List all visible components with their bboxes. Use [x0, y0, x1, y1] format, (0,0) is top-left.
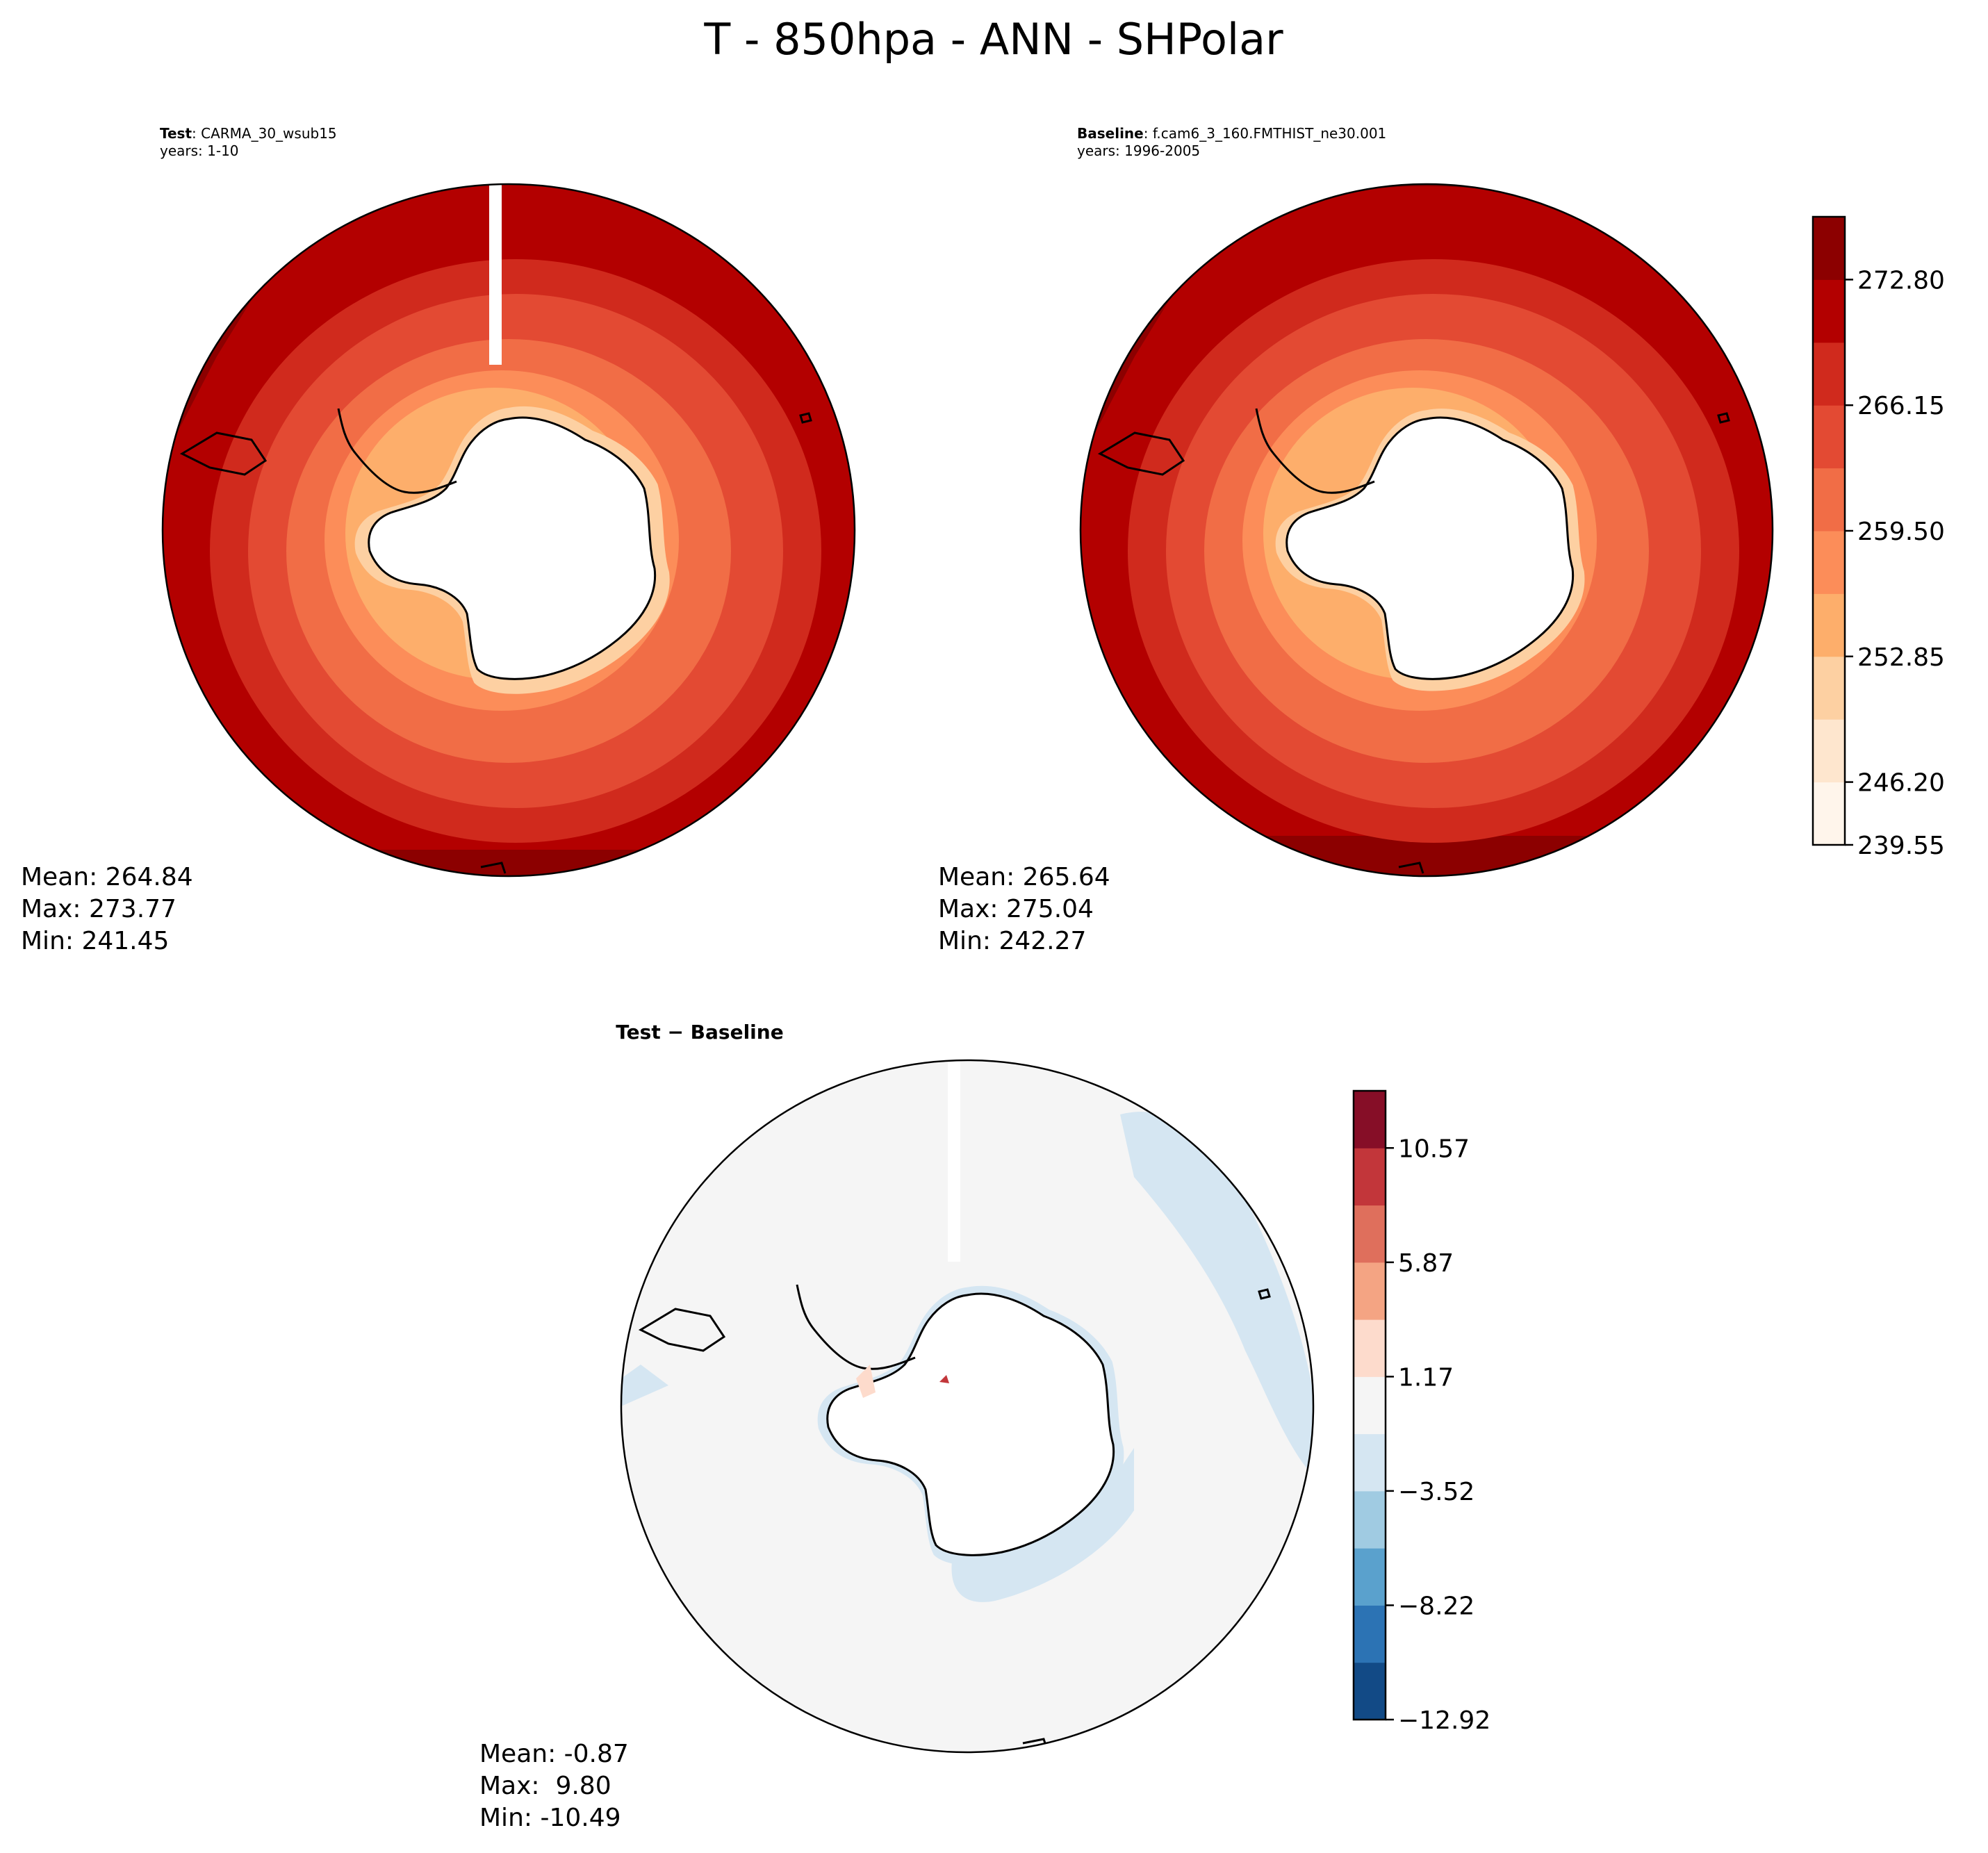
temperature-colorbar-tick-label: 259.50: [1857, 518, 1945, 546]
difference-colorbar-color-segment: [1354, 1205, 1386, 1263]
baseline-stat-mean: Mean: 265.64: [938, 863, 1110, 891]
difference-colorbar-tick-label: 5.87: [1398, 1249, 1454, 1278]
temperature-colorbar-color-segment: [1813, 531, 1845, 594]
temperature-colorbar-tick-label: 272.80: [1857, 266, 1945, 295]
temperature-colorbar-color-segment: [1813, 217, 1845, 280]
baseline-label-bold: Baseline: [1077, 125, 1144, 142]
difference-colorbar: 10.57 5.87 1.17 −3.52 −8.22 −12.92: [1352, 1089, 1490, 1735]
difference-colorbar-frame: [1352, 1089, 1387, 1721]
test-label-rest: : CARMA_30_wsub15: [192, 125, 337, 142]
diff-map: [621, 1060, 1313, 1752]
difference-colorbar-color-segment: [1354, 1376, 1386, 1435]
diff-panel: Test − Baseline Mean: -0.87 Max: 9.80 Mi…: [479, 1021, 1315, 1832]
test-stat-min: Min: 241.45: [21, 927, 169, 955]
test-stat-mean: Mean: 264.84: [21, 863, 193, 891]
temperature-colorbar-tick-label: 239.55: [1857, 832, 1945, 860]
baseline-stat-min: Min: 242.27: [938, 927, 1086, 955]
test-label-bold: Test: [160, 125, 192, 142]
diff-title: Test − Baseline: [616, 1021, 783, 1044]
temperature-colorbar-color-segment: [1813, 656, 1845, 720]
diff-map-border: [620, 1059, 1315, 1754]
difference-colorbar-color-segment: [1354, 1548, 1386, 1606]
temperature-colorbar-color-segment: [1813, 342, 1845, 406]
difference-colorbar-tick-label: 1.17: [1398, 1363, 1454, 1392]
diff-stat-min: Min: -10.49: [479, 1804, 621, 1832]
temperature-colorbar-color-segment: [1813, 405, 1845, 469]
baseline-panel: Baseline: f.cam6_3_160.FMTHIST_ne30.001 …: [938, 125, 1774, 955]
baseline-years: years: 1996-2005: [1077, 142, 1200, 159]
difference-colorbar-tick-label: −8.22: [1398, 1592, 1474, 1620]
difference-colorbar-tick-label: −12.92: [1398, 1706, 1490, 1735]
temperature-colorbar-color-segment: [1813, 593, 1845, 657]
test-map: [163, 184, 855, 876]
baseline-map: [1081, 184, 1773, 876]
temperature-colorbar-color-segment: [1813, 279, 1845, 343]
svg-text:Test: CARMA_30_wsub15: Test: CARMA_30_wsub15: [160, 125, 337, 142]
temperature-colorbar-color-segment: [1813, 468, 1845, 532]
test-years: years: 1-10: [160, 142, 239, 159]
figure-title: T - 850hpa - ANN - SHPolar: [703, 14, 1283, 65]
temperature-colorbar-color-segment: [1813, 782, 1845, 846]
difference-colorbar-tick-label: 10.57: [1398, 1135, 1470, 1163]
difference-colorbar-color-segment: [1354, 1662, 1386, 1720]
difference-colorbar-color-segment: [1354, 1605, 1386, 1663]
svg-text:Baseline: f.cam6_3_160.FMTHIST: Baseline: f.cam6_3_160.FMTHIST_ne30.001: [1077, 125, 1386, 142]
difference-colorbar-color-segment: [1354, 1490, 1386, 1549]
difference-colorbar-tick-label: −3.52: [1398, 1478, 1474, 1506]
difference-colorbar-color-segment: [1354, 1262, 1386, 1320]
test-map-border: [161, 183, 856, 878]
temperature-colorbar-tick-label: 246.20: [1857, 769, 1945, 798]
temperature-colorbar: 272.80 266.15 259.50 252.85 246.20 239.55: [1812, 215, 1945, 860]
difference-colorbar-color-segment: [1354, 1319, 1386, 1377]
test-panel: Test: CARMA_30_wsub15 years: 1-10: [21, 125, 856, 955]
baseline-label-rest: : f.cam6_3_160.FMTHIST_ne30.001: [1144, 125, 1387, 142]
diff-stat-mean: Mean: -0.87: [479, 1740, 629, 1768]
diff-stat-max: Max: 9.80: [479, 1772, 611, 1800]
baseline-map-border: [1079, 183, 1774, 878]
difference-colorbar-color-segment: [1354, 1433, 1386, 1492]
difference-colorbar-color-segment: [1354, 1148, 1386, 1206]
temperature-colorbar-color-segment: [1813, 719, 1845, 783]
difference-colorbar-color-segment: [1354, 1091, 1386, 1148]
test-stat-max: Max: 273.77: [21, 895, 176, 923]
temperature-colorbar-tick-label: 252.85: [1857, 643, 1945, 672]
baseline-stat-max: Max: 275.04: [938, 895, 1094, 923]
temperature-colorbar-tick-label: 266.15: [1857, 392, 1945, 420]
